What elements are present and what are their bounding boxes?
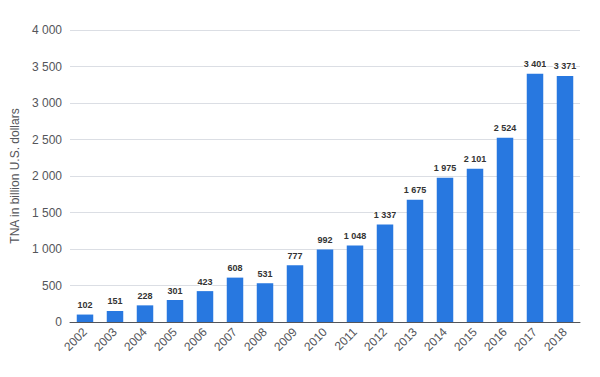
svg-text:301: 301: [167, 286, 182, 296]
svg-text:2008: 2008: [241, 325, 270, 354]
svg-text:1 975: 1 975: [434, 163, 457, 173]
svg-text:608: 608: [227, 263, 242, 273]
svg-text:2003: 2003: [91, 325, 120, 354]
svg-text:2013: 2013: [391, 325, 420, 354]
svg-text:4 000: 4 000: [32, 23, 62, 37]
svg-text:0: 0: [55, 315, 62, 329]
svg-text:2012: 2012: [361, 325, 390, 354]
svg-text:3 401: 3 401: [524, 59, 547, 69]
svg-text:500: 500: [42, 279, 62, 293]
svg-text:1 337: 1 337: [374, 210, 397, 220]
svg-text:2010: 2010: [301, 325, 330, 354]
svg-text:992: 992: [317, 235, 332, 245]
svg-text:2016: 2016: [481, 325, 510, 354]
svg-text:2009: 2009: [271, 325, 300, 354]
svg-text:2018: 2018: [541, 325, 570, 354]
svg-text:2005: 2005: [151, 325, 180, 354]
svg-text:2 101: 2 101: [464, 154, 487, 164]
svg-text:2002: 2002: [61, 325, 90, 354]
svg-text:2014: 2014: [421, 325, 450, 354]
svg-text:531: 531: [257, 269, 272, 279]
svg-text:228: 228: [137, 291, 152, 301]
svg-text:3 371: 3 371: [554, 61, 577, 71]
svg-text:2 000: 2 000: [32, 169, 62, 183]
svg-text:1 500: 1 500: [32, 206, 62, 220]
svg-text:2011: 2011: [332, 325, 360, 353]
svg-text:151: 151: [107, 296, 122, 306]
svg-text:2004: 2004: [121, 325, 150, 354]
svg-text:102: 102: [77, 300, 92, 310]
svg-text:2 524: 2 524: [494, 123, 517, 133]
svg-text:2015: 2015: [451, 325, 480, 354]
svg-text:2006: 2006: [181, 325, 210, 354]
svg-text:2 500: 2 500: [32, 133, 62, 147]
svg-text:1 000: 1 000: [32, 242, 62, 256]
svg-text:1 048: 1 048: [344, 231, 367, 241]
svg-text:2007: 2007: [211, 325, 240, 354]
svg-text:3 000: 3 000: [32, 96, 62, 110]
svg-text:423: 423: [197, 277, 212, 287]
svg-text:TNA in billion U.S. dollars: TNA in billion U.S. dollars: [8, 108, 22, 243]
svg-text:1 675: 1 675: [404, 185, 427, 195]
svg-text:777: 777: [287, 251, 302, 261]
svg-text:3 500: 3 500: [32, 60, 62, 74]
svg-text:2017: 2017: [511, 325, 540, 354]
